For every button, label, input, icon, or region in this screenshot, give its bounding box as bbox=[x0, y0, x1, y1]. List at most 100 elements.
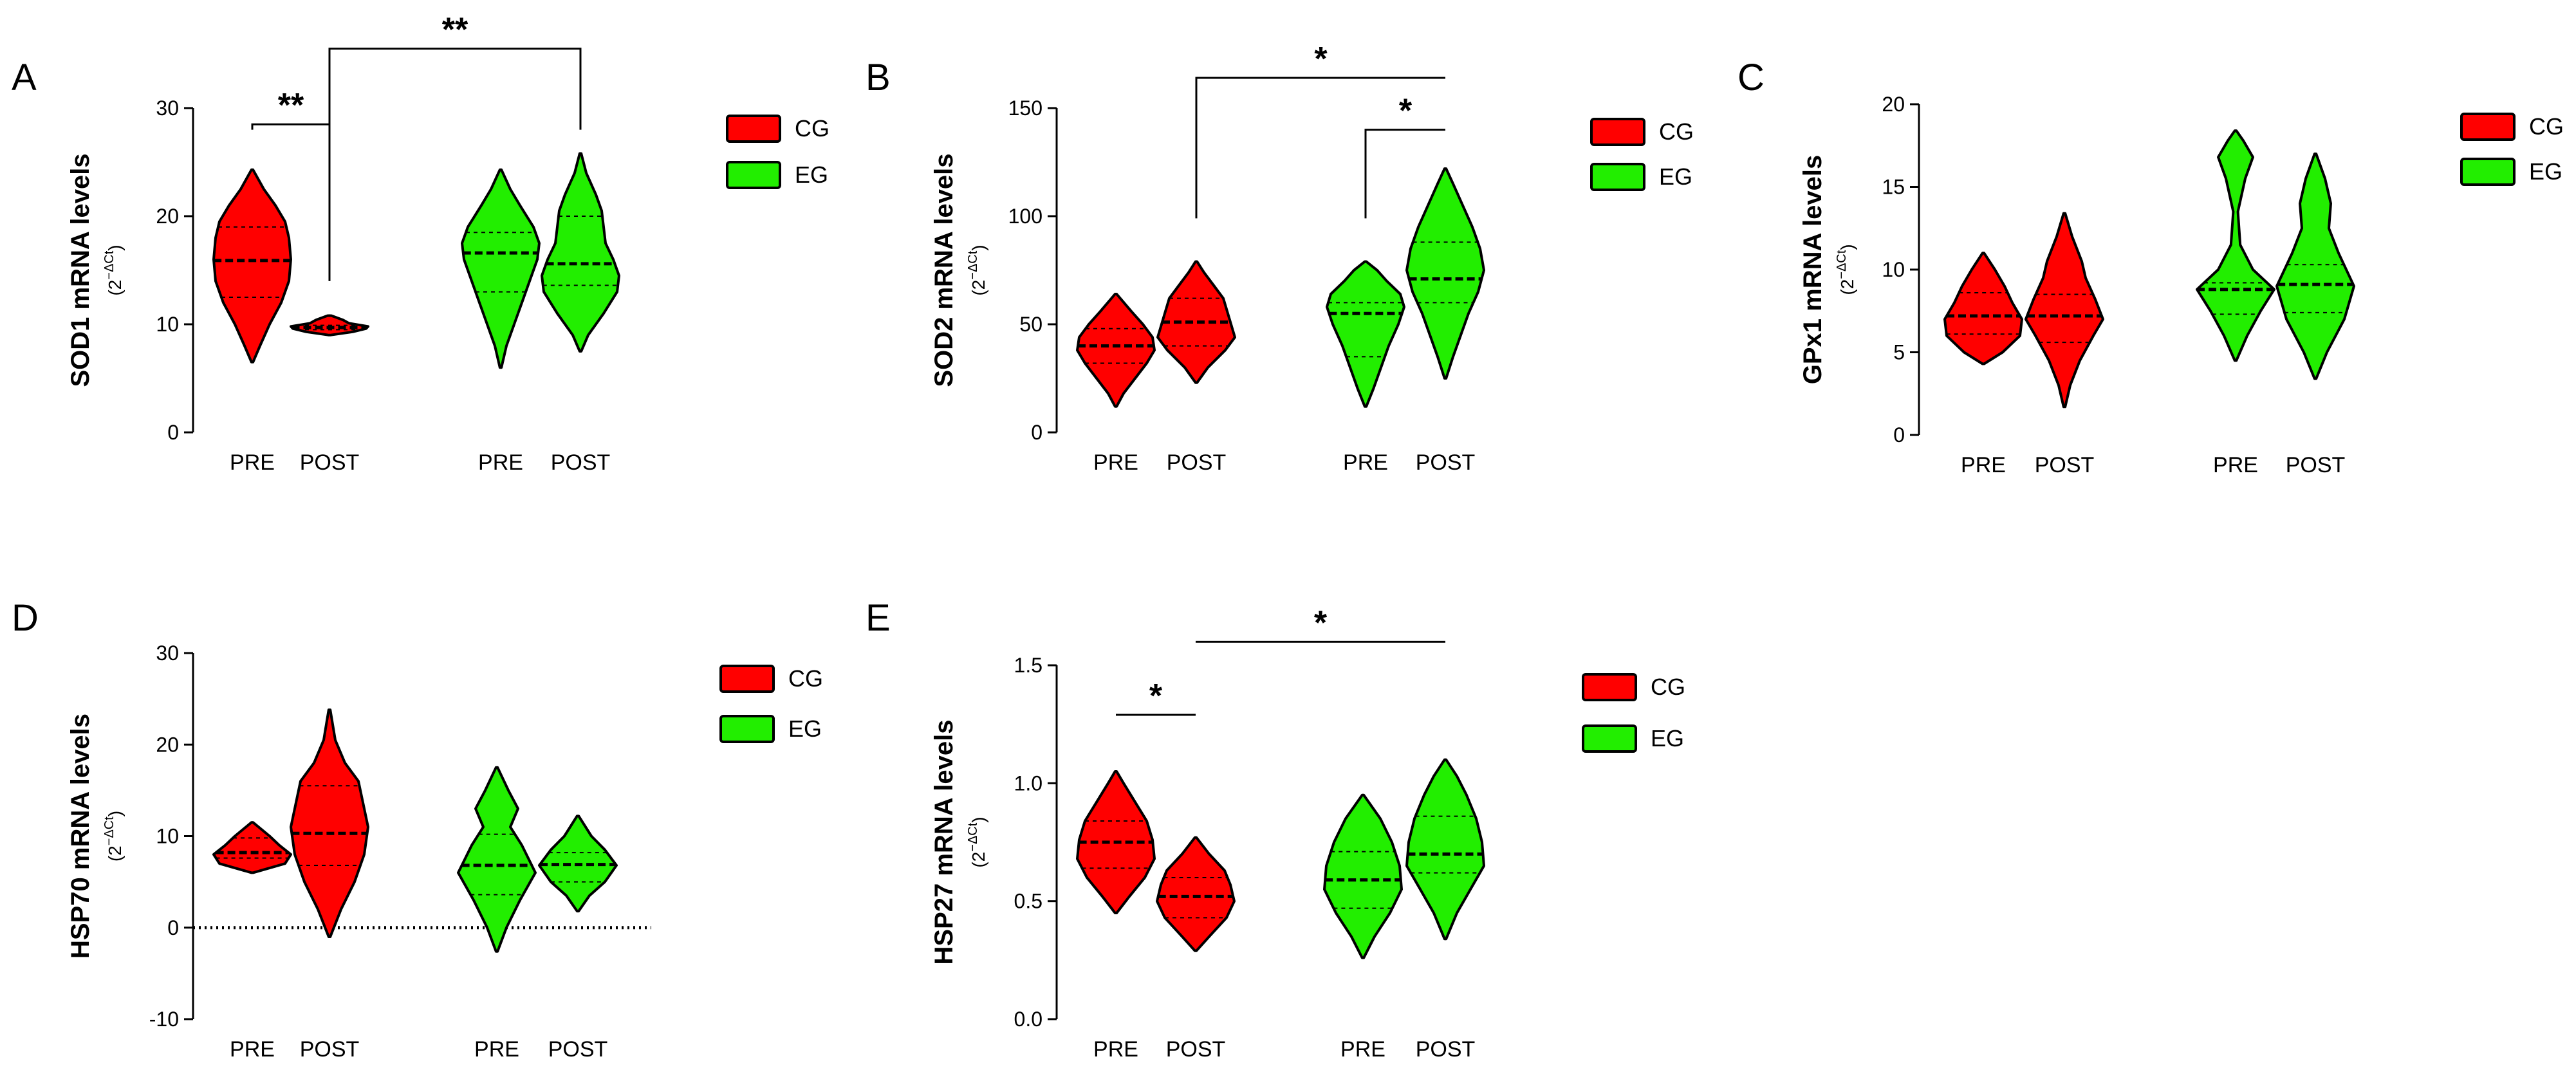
x-category-label: PRE bbox=[474, 1037, 519, 1062]
significance-bracket bbox=[1364, 129, 1445, 219]
legend-label-eg: EG bbox=[788, 715, 822, 742]
legend-label-cg: CG bbox=[1651, 674, 1685, 700]
x-category-label: PRE bbox=[1093, 450, 1138, 475]
violin-cg-pre bbox=[212, 168, 292, 364]
x-category-label: PRE bbox=[1340, 1037, 1385, 1062]
y-axis-title: SOD1 mRNA levels bbox=[66, 153, 95, 387]
significance-stars: * bbox=[1399, 93, 1413, 130]
violin-cg-pre bbox=[1943, 252, 2023, 365]
violin-eg-pre bbox=[457, 766, 537, 953]
x-category-label: PRE bbox=[1961, 453, 2006, 477]
violin-eg-post bbox=[2275, 152, 2355, 380]
y-tick-label: 50 bbox=[1019, 313, 1042, 336]
y-tick-label: 15 bbox=[1882, 176, 1905, 199]
legend-swatch-cg bbox=[719, 665, 775, 693]
y-tick-label: 1.0 bbox=[1014, 771, 1042, 795]
panel-letter: D bbox=[12, 597, 39, 639]
legend-swatch-eg bbox=[1590, 163, 1645, 191]
violin-cg-pre bbox=[212, 821, 292, 874]
violin-cg-pre bbox=[1076, 292, 1156, 408]
panel-letter: E bbox=[866, 597, 891, 639]
violin-eg-pre bbox=[1323, 793, 1403, 959]
panel-letter: A bbox=[12, 57, 37, 98]
y-tick-label: 30 bbox=[156, 97, 179, 120]
legend-label-cg: CG bbox=[788, 665, 823, 692]
significance-stars: * bbox=[1314, 41, 1328, 78]
violin-cg-post bbox=[290, 708, 369, 938]
y-tick-label: 10 bbox=[156, 825, 179, 848]
legend-swatch-cg bbox=[726, 115, 781, 143]
y-tick-label: 5 bbox=[1893, 341, 1905, 364]
significance-stars: ** bbox=[442, 12, 468, 49]
y-axis-subtitle: (2−ΔCt) bbox=[1835, 244, 1857, 295]
panel-letter: B bbox=[866, 57, 891, 98]
violin-eg-post bbox=[1405, 758, 1485, 941]
legend-swatch-eg bbox=[2460, 158, 2516, 186]
violin-eg-pre bbox=[1326, 260, 1405, 408]
y-axis-subtitle: (2−ΔCt) bbox=[102, 244, 125, 295]
x-category-label: PRE bbox=[230, 450, 275, 475]
x-category-label: POST bbox=[2035, 453, 2095, 477]
y-axis-title: SOD2 mRNA levels bbox=[930, 153, 958, 387]
y-axis-title: GPx1 mRNA levels bbox=[1799, 155, 1827, 384]
violin-cg-post bbox=[2025, 212, 2104, 409]
panel-D: D HSP70 mRNA levels (2−ΔCt) -10 0 10 20 30 PRE PO… bbox=[12, 597, 823, 1062]
x-category-label: PRE bbox=[230, 1037, 275, 1062]
significance-stars: * bbox=[1314, 604, 1328, 641]
x-category-label: POST bbox=[300, 1037, 360, 1062]
x-category-label: POST bbox=[548, 1037, 608, 1062]
x-category-label: PRE bbox=[1343, 450, 1388, 475]
significance-bracket bbox=[328, 48, 582, 281]
significance-stars: * bbox=[1149, 678, 1163, 715]
y-axis-subtitle: (2−ΔCt) bbox=[966, 816, 988, 867]
legend-label-eg: EG bbox=[1659, 163, 1692, 190]
violin-eg-pre bbox=[2196, 129, 2275, 362]
x-category-label: POST bbox=[551, 450, 611, 475]
y-tick-label: 0 bbox=[1031, 421, 1042, 444]
panel-B: B SOD2 mRNA levels (2−ΔCt) 0 50 100 150 PRE POST… bbox=[866, 41, 1694, 475]
violin-eg-post bbox=[1405, 167, 1485, 380]
panel-E: E HSP27 mRNA levels (2−ΔCt) 0.0 0.5 1.0 1.5 PRE… bbox=[866, 597, 1685, 1062]
significance-bracket bbox=[1195, 77, 1445, 219]
x-category-label: PRE bbox=[478, 450, 523, 475]
y-axis-title: HSP27 mRNA levels bbox=[930, 720, 958, 965]
y-axis-title: HSP70 mRNA levels bbox=[66, 714, 95, 959]
legend-swatch-eg bbox=[719, 715, 775, 743]
legend-label-cg: CG bbox=[2529, 113, 2564, 140]
y-tick-label: 150 bbox=[1008, 97, 1042, 120]
legend-swatch-cg bbox=[1582, 673, 1637, 701]
y-tick-label: 0 bbox=[1893, 423, 1905, 447]
legend-label-eg: EG bbox=[795, 161, 828, 188]
x-category-label: PRE bbox=[2213, 453, 2258, 477]
legend-swatch-cg bbox=[2460, 113, 2516, 141]
legend-swatch-cg bbox=[1590, 118, 1645, 146]
y-tick-label: 30 bbox=[156, 641, 179, 665]
x-category-label: PRE bbox=[1093, 1037, 1138, 1062]
x-category-label: POST bbox=[1167, 450, 1227, 475]
legend-label-cg: CG bbox=[1659, 118, 1694, 145]
violin-eg-pre bbox=[461, 168, 541, 369]
legend-label-cg: CG bbox=[795, 115, 829, 142]
y-tick-label: 1.5 bbox=[1014, 654, 1042, 677]
y-tick-label: -10 bbox=[149, 1008, 179, 1031]
y-tick-label: 0 bbox=[167, 916, 179, 939]
significance-stars: ** bbox=[278, 87, 304, 124]
y-tick-label: 10 bbox=[156, 313, 179, 336]
legend-label-eg: EG bbox=[2529, 158, 2562, 185]
legend-swatch-eg bbox=[726, 161, 781, 189]
x-category-label: POST bbox=[1166, 1037, 1226, 1062]
x-category-label: POST bbox=[300, 450, 360, 475]
x-category-label: POST bbox=[2286, 453, 2346, 477]
violin-cg-post bbox=[1156, 836, 1236, 952]
y-tick-label: 0.0 bbox=[1014, 1008, 1042, 1031]
x-category-label: POST bbox=[1416, 450, 1476, 475]
y-tick-label: 0 bbox=[167, 421, 179, 444]
x-category-label: POST bbox=[1416, 1037, 1476, 1062]
legend-swatch-eg bbox=[1582, 724, 1637, 753]
violin-cg-post bbox=[1156, 260, 1236, 384]
panel-letter: C bbox=[1737, 57, 1765, 98]
y-tick-label: 0.5 bbox=[1014, 890, 1042, 913]
panel-A: A SOD1 mRNA levels (2−ΔCt) 0 10 20 30 PRE POST PR… bbox=[12, 12, 829, 475]
